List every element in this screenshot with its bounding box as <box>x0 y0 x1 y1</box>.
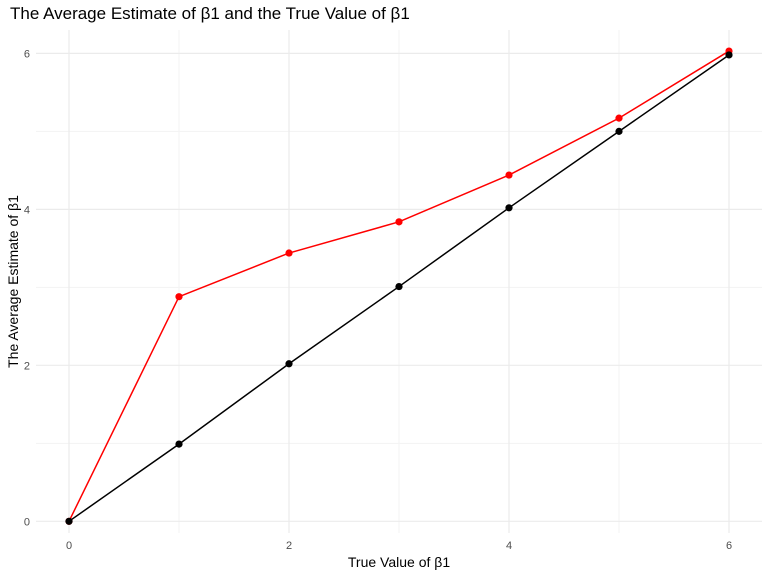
series-1 <box>65 51 733 525</box>
data-series <box>65 47 733 525</box>
y-tick-label: 2 <box>24 360 30 372</box>
grid-lines <box>36 30 762 533</box>
y-axis-title: The Average Estimate of β1 <box>5 195 21 368</box>
y-tick-label: 4 <box>24 204 30 216</box>
data-point <box>65 517 73 525</box>
data-point <box>175 440 183 448</box>
data-point <box>505 171 513 179</box>
x-axis-title: True Value of β1 <box>348 554 450 570</box>
chart-title: The Average Estimate of β1 and the True … <box>10 4 410 23</box>
x-tick-label: 4 <box>506 540 512 552</box>
data-point <box>505 204 513 212</box>
data-point <box>615 114 623 122</box>
data-point <box>395 282 403 291</box>
x-tick-label: 6 <box>726 540 732 552</box>
data-point <box>285 249 293 257</box>
data-point <box>725 51 733 59</box>
y-tick-label: 6 <box>24 48 30 60</box>
data-point <box>395 218 403 226</box>
data-point <box>615 127 623 135</box>
y-tick-label: 0 <box>24 516 30 528</box>
tick-labels: 0 2 4 6 0 2 4 6 <box>24 48 732 552</box>
x-tick-label: 2 <box>286 540 292 552</box>
data-point <box>285 360 293 368</box>
data-point <box>175 293 183 301</box>
x-tick-label: 0 <box>66 540 72 552</box>
